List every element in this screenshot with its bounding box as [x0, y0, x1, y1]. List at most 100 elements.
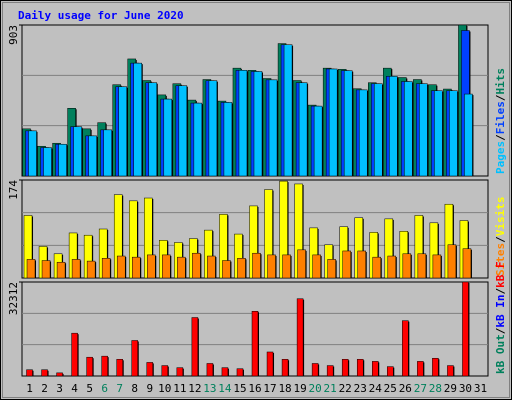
x-tick-label: 12	[188, 382, 201, 395]
bar	[297, 249, 306, 279]
bar	[432, 357, 439, 377]
bar	[131, 340, 138, 377]
bar	[116, 359, 123, 377]
y-tick-label: 174	[7, 180, 20, 200]
x-tick-label: 23	[354, 382, 367, 395]
bar	[268, 79, 278, 177]
chart-title: Daily usage for June 2020	[18, 9, 184, 22]
x-tick-label: 10	[158, 382, 171, 395]
bar	[26, 259, 36, 279]
bar	[356, 359, 364, 377]
bar	[341, 359, 349, 377]
bar	[462, 281, 469, 377]
bar	[266, 351, 274, 377]
x-tick-label: 30	[459, 382, 472, 395]
bar	[267, 254, 276, 279]
x-tick-label: 8	[131, 382, 138, 395]
y-tick-label: 32312	[7, 282, 20, 315]
x-tick-label: 4	[71, 382, 78, 395]
bar	[402, 320, 409, 377]
bar	[71, 332, 78, 377]
x-tick-label: 2	[41, 382, 48, 395]
bar	[163, 98, 173, 177]
legend-separator: /	[494, 236, 507, 243]
legend: Sites/Visits	[494, 197, 507, 277]
bar	[176, 367, 184, 377]
bar	[101, 355, 108, 377]
bar	[101, 258, 111, 279]
bar	[282, 254, 291, 279]
x-tick-label: 18	[278, 382, 291, 395]
bar	[56, 261, 66, 279]
bar	[148, 82, 158, 177]
bar	[131, 256, 141, 279]
bar	[417, 361, 424, 377]
bar	[28, 130, 37, 177]
x-tick-label: 14	[218, 382, 232, 395]
bar	[372, 256, 382, 279]
bar	[222, 260, 231, 279]
bar	[252, 252, 261, 279]
bar	[313, 105, 323, 177]
bar	[208, 80, 218, 177]
bar	[133, 62, 142, 177]
bar	[312, 254, 321, 279]
bar	[372, 361, 379, 377]
bar	[283, 44, 293, 177]
x-tick-label: 28	[429, 382, 442, 395]
x-tick-label: 16	[248, 382, 261, 395]
legend-separator: /	[494, 288, 507, 295]
bar	[327, 259, 336, 279]
bar	[449, 90, 458, 177]
bar	[161, 365, 169, 377]
bar	[41, 369, 48, 377]
bar	[343, 70, 353, 177]
bar	[41, 260, 51, 279]
bar	[357, 250, 366, 279]
bar	[298, 82, 308, 177]
bar	[387, 366, 394, 377]
bar	[191, 317, 199, 377]
bar	[26, 369, 33, 377]
x-tick-label: 3	[56, 382, 63, 395]
x-tick-label: 15	[233, 382, 246, 395]
legend-entry: Visits	[494, 197, 507, 237]
x-tick-label: 19	[293, 382, 306, 395]
x-tick-label: 17	[263, 382, 276, 395]
bar	[146, 362, 154, 377]
bar	[328, 68, 338, 177]
bar	[56, 372, 63, 377]
bar	[238, 70, 248, 177]
x-tick-label: 1	[26, 382, 33, 395]
x-tick-label: 29	[444, 382, 457, 395]
x-tick-label: 31	[474, 382, 487, 395]
bar	[86, 260, 96, 279]
legend-entry: kB In	[494, 295, 507, 328]
bar	[253, 71, 263, 177]
bar	[116, 255, 126, 279]
bar	[358, 89, 368, 177]
bar	[162, 254, 171, 279]
bar	[462, 248, 472, 279]
legend: Pages/Files/Hits	[494, 68, 507, 174]
legend-separator: /	[494, 94, 507, 101]
bar	[177, 256, 186, 279]
bar	[73, 126, 82, 177]
bar	[311, 363, 319, 377]
bar	[103, 129, 112, 177]
legend-entry: Files	[494, 101, 507, 134]
x-tick-label: 6	[101, 382, 108, 395]
legend-entry: kB Out	[494, 334, 507, 374]
legend-entry: Sites	[494, 243, 507, 276]
x-tick-label: 24	[369, 382, 383, 395]
bar	[387, 255, 397, 279]
bar	[419, 83, 428, 177]
x-tick-label: 25	[384, 382, 397, 395]
x-tick-label: 26	[399, 382, 412, 395]
y-tick-label: 903	[7, 25, 20, 45]
bar	[207, 255, 216, 279]
legend-entry: kB F	[494, 261, 507, 288]
bar	[417, 253, 427, 279]
